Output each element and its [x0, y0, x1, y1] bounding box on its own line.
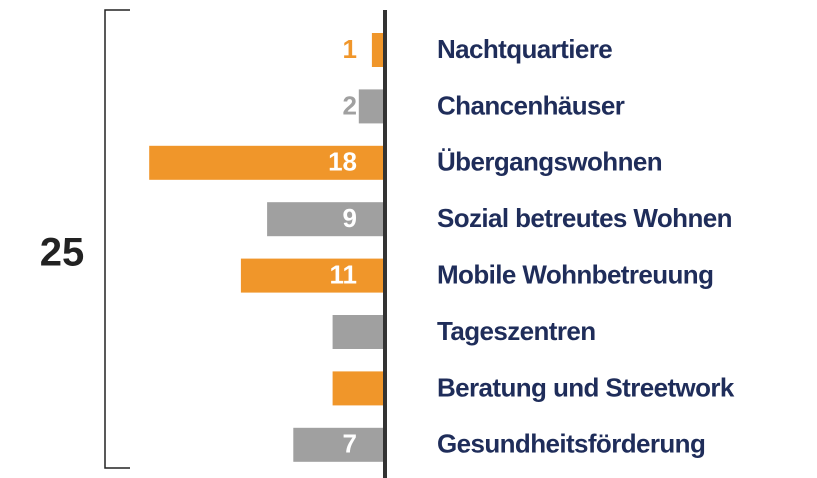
bar: [332, 315, 385, 349]
bar: [149, 145, 385, 180]
bar: [240, 258, 385, 293]
category-label: Gesundheitsförderung: [437, 429, 705, 459]
bar: [293, 427, 385, 462]
value-label: 1: [343, 34, 357, 64]
bar: [332, 371, 385, 406]
category-label: Mobile Wohnbetreuung: [437, 259, 713, 289]
annotation: 25: [40, 231, 85, 275]
value-label: 4: [343, 316, 358, 346]
bar: [371, 33, 385, 67]
bar: [358, 89, 385, 124]
value-label: 4: [343, 372, 358, 402]
category-label: Chancenhäuser: [437, 90, 625, 120]
category-label: Nachtquartiere: [437, 34, 612, 64]
category-label: Übergangswohnen: [437, 147, 662, 177]
value-label: 9: [343, 203, 357, 233]
value-label: 2: [343, 90, 357, 120]
value-label: 11: [330, 259, 358, 289]
category-label: Tageszentren: [437, 316, 595, 346]
category-label: Beratung und Streetwork: [437, 372, 735, 402]
bar: [267, 202, 385, 237]
category-label: Sozial betreutes Wohnen: [437, 203, 732, 233]
value-label: 18: [328, 147, 357, 177]
value-label: 7: [343, 429, 357, 459]
bracket: [104, 9, 130, 469]
